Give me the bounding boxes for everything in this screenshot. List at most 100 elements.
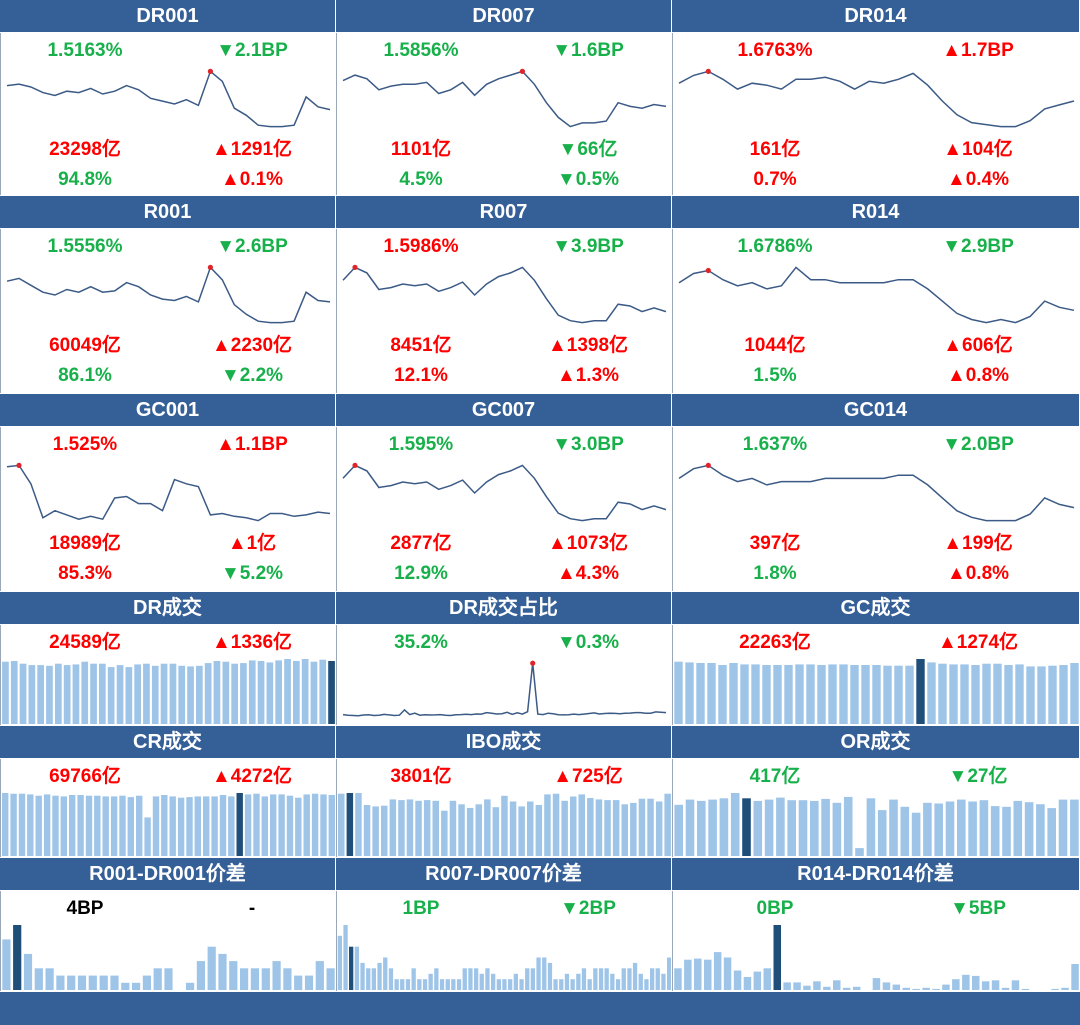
primary-value: 1.5986% — [383, 236, 459, 257]
bar — [784, 665, 793, 724]
bar — [207, 946, 216, 990]
bar — [832, 802, 842, 856]
primary-change: - — [248, 898, 256, 919]
bar — [311, 793, 319, 856]
panel-title: R001-DR001价差 — [0, 858, 335, 890]
bar — [942, 984, 950, 990]
bar — [525, 968, 530, 990]
sparkline-chart — [342, 68, 667, 128]
bar — [56, 975, 65, 990]
bar — [468, 968, 473, 990]
bar — [729, 663, 738, 724]
bar — [833, 980, 841, 990]
bar — [945, 801, 955, 856]
bar — [530, 968, 535, 990]
bar — [519, 979, 524, 990]
sparkline-chart — [2, 659, 335, 724]
bar — [762, 665, 771, 724]
bar — [34, 968, 43, 990]
bar — [405, 979, 411, 990]
primary-change: ▼27亿 — [948, 766, 1008, 787]
primary-value: 69766亿 — [49, 766, 121, 787]
panel-body: 1.595% ▼3.0BP 2877亿 ▲1073亿 12.9% ▲4.3% — [336, 427, 671, 591]
bar — [861, 665, 870, 724]
bar — [261, 968, 270, 990]
sparkline-chart — [6, 462, 331, 522]
bar — [718, 665, 727, 724]
share-change: ▲0.8% — [946, 365, 1010, 386]
volume-change: ▲1073亿 — [547, 533, 629, 554]
bar — [518, 806, 525, 856]
bar — [708, 799, 717, 856]
chart-panel-dr成交占比: DR成交占比 35.2% ▼0.3% — [336, 592, 672, 726]
bar — [813, 981, 821, 990]
bar — [295, 797, 302, 856]
bar — [723, 957, 732, 990]
bar — [19, 663, 27, 724]
bar — [94, 795, 101, 856]
bar — [275, 660, 282, 724]
bar — [564, 973, 570, 990]
bar — [77, 975, 87, 990]
bar — [383, 957, 388, 990]
volume-change: ▲104亿 — [943, 139, 1013, 160]
bar — [219, 795, 227, 856]
bar — [28, 665, 36, 724]
bar — [1048, 665, 1057, 724]
bar — [164, 968, 173, 990]
bar — [466, 807, 474, 856]
panel-body: 417亿 ▼27亿 — [672, 759, 1079, 857]
bar — [508, 979, 513, 990]
share-value: 4.5% — [399, 169, 443, 190]
primary-change: ▼2.0BP — [942, 434, 1014, 455]
bar — [1024, 802, 1034, 856]
bar — [751, 664, 760, 724]
bar — [733, 970, 742, 990]
bar — [1004, 665, 1013, 724]
bar — [178, 665, 186, 724]
share-value: 12.1% — [394, 365, 448, 386]
sparkline-chart — [6, 68, 331, 128]
share-value: 94.8% — [58, 169, 112, 190]
panel-title: R014-DR014价差 — [672, 858, 1079, 890]
bar — [432, 800, 439, 856]
bar — [938, 663, 947, 724]
bar — [650, 968, 655, 990]
primary-value: 35.2% — [394, 632, 448, 653]
bar — [674, 804, 683, 856]
sparkline-chart — [678, 462, 1075, 522]
bar — [570, 979, 575, 990]
primary-value: 1.595% — [388, 434, 454, 455]
primary-change: ▲4272亿 — [211, 766, 293, 787]
bar — [776, 797, 785, 856]
bar — [932, 988, 940, 990]
bar — [474, 968, 479, 990]
bar — [211, 796, 218, 856]
bar — [742, 798, 751, 856]
data-point — [530, 660, 536, 666]
primary-change: ▼0.3% — [556, 632, 620, 653]
data-point — [352, 264, 358, 270]
bar — [99, 975, 108, 990]
series-line — [342, 70, 667, 128]
bar — [604, 968, 609, 990]
panel-body: 22263亿 ▲1274亿 — [672, 625, 1079, 725]
bar — [272, 961, 281, 990]
panel-body: 35.2% ▼0.3% — [336, 625, 671, 725]
bar — [445, 979, 450, 990]
bar — [547, 962, 553, 990]
share-change: ▼2.2% — [220, 365, 284, 386]
primary-value: 3801亿 — [390, 766, 452, 787]
series-line — [6, 265, 331, 324]
bar — [161, 795, 168, 856]
bar — [310, 661, 318, 724]
bar — [400, 979, 405, 990]
bar — [674, 661, 683, 724]
bar — [23, 953, 33, 990]
bar — [35, 795, 42, 856]
bar — [587, 979, 592, 990]
chart-panel-r007: R007 1.5986% ▼3.9BP 8451亿 ▲1398亿 12.1% ▲1.3% — [336, 196, 672, 394]
primary-value: 0BP — [756, 898, 794, 919]
bar — [398, 800, 405, 856]
